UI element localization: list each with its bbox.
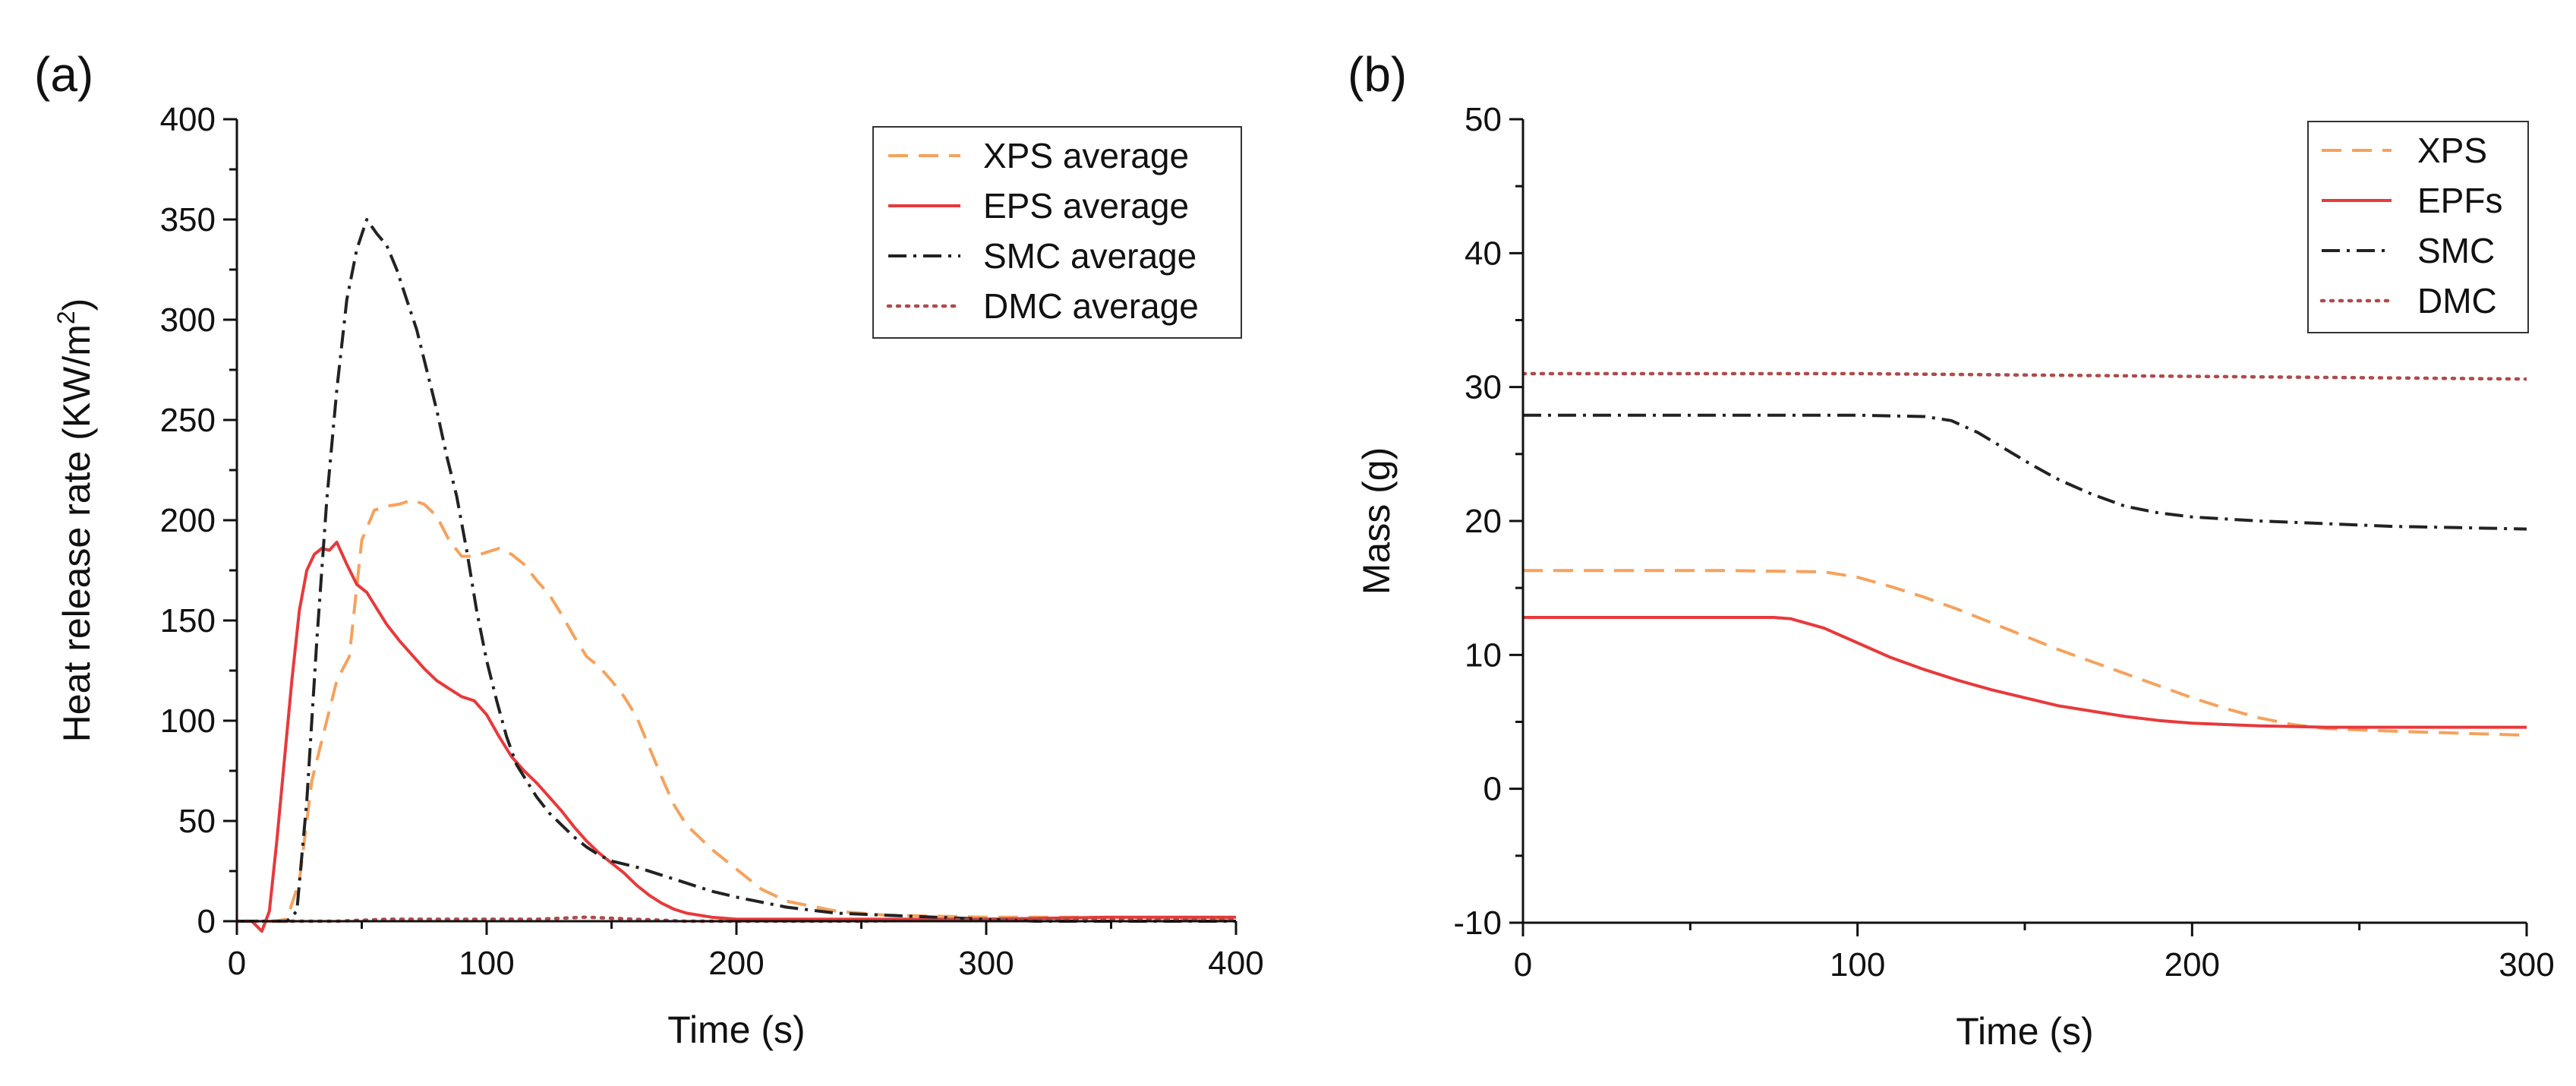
y-tick-label: 10 xyxy=(1465,636,1502,674)
y-tick-label: 100 xyxy=(160,702,216,740)
x-axis-label: Time (s) xyxy=(667,1009,805,1051)
legend-label: XPS average xyxy=(983,136,1189,175)
legend-label: DMC xyxy=(2417,281,2497,320)
y-tick-label: 350 xyxy=(160,201,216,238)
panel-b: (b) 0 100 200 300 -10 0 10 20 30 40 50 Time (s) Mass … xyxy=(1348,47,2555,1053)
series-line-xps-average xyxy=(237,498,1236,923)
y-tick-label: 150 xyxy=(160,602,216,639)
x-tick-label: 0 xyxy=(1514,946,1532,983)
y-tick-label: 0 xyxy=(1483,771,1502,808)
y-tick-label: 50 xyxy=(1465,101,1502,138)
y-tick-label: 20 xyxy=(1465,503,1502,540)
y-tick-label: 250 xyxy=(160,402,216,439)
legend-box xyxy=(872,126,1242,339)
series-line-epfs xyxy=(1523,616,2527,729)
x-tick-label: 300 xyxy=(2499,946,2554,983)
x-tick-label: 200 xyxy=(708,945,764,982)
x-tick-label: 0 xyxy=(228,945,246,982)
legend-label: SMC average xyxy=(983,236,1197,276)
legend-label: XPS xyxy=(2417,131,2487,170)
x-tick-label: 400 xyxy=(1208,945,1263,982)
legend-label: DMC average xyxy=(983,286,1199,326)
legend: XPS average EPS average SMC average DMC ave… xyxy=(872,126,1242,339)
x-tick-label: 100 xyxy=(1830,946,1885,983)
panel-label: (a) xyxy=(34,47,93,102)
y-tick-label: 40 xyxy=(1465,235,1502,272)
y-tick-label: 200 xyxy=(160,502,216,539)
legend-label: EPFs xyxy=(2417,181,2502,220)
y-axis-label: Heat release rate (KW/m2) xyxy=(52,298,98,743)
series-line-dmc-average xyxy=(237,915,1236,923)
series-line-eps-average xyxy=(237,541,1236,933)
y-axis-label: Mass (g) xyxy=(1355,447,1398,595)
series-line-xps xyxy=(1523,569,2527,737)
y-tick-label: 30 xyxy=(1465,369,1502,406)
x-axis-label: Time (s) xyxy=(1956,1010,2093,1053)
y-tick-label: 400 xyxy=(160,101,216,138)
legend-label: SMC xyxy=(2417,231,2495,270)
x-tick-label: 100 xyxy=(459,945,514,982)
series-line-smc-average xyxy=(237,218,1236,923)
series-line-dmc xyxy=(1523,371,2527,381)
x-tick-label: 300 xyxy=(958,945,1014,982)
x-tick-label: 200 xyxy=(2165,946,2220,983)
panel-label: (b) xyxy=(1348,47,1407,102)
panel-a: (a) 0 100 200 300 400 0 50 100 150 200 250 300 350 400… xyxy=(34,47,1264,1051)
series-line-smc xyxy=(1523,413,2527,531)
legend-label: EPS average xyxy=(983,186,1189,226)
y-tick-label: -10 xyxy=(1453,904,1502,942)
y-tick-label: 0 xyxy=(197,903,216,940)
y-tick-label: 300 xyxy=(160,301,216,339)
legend-box xyxy=(2307,121,2529,333)
y-tick-label: 50 xyxy=(178,803,216,840)
legend: XPS EPFs SMC DMC xyxy=(2307,121,2529,333)
